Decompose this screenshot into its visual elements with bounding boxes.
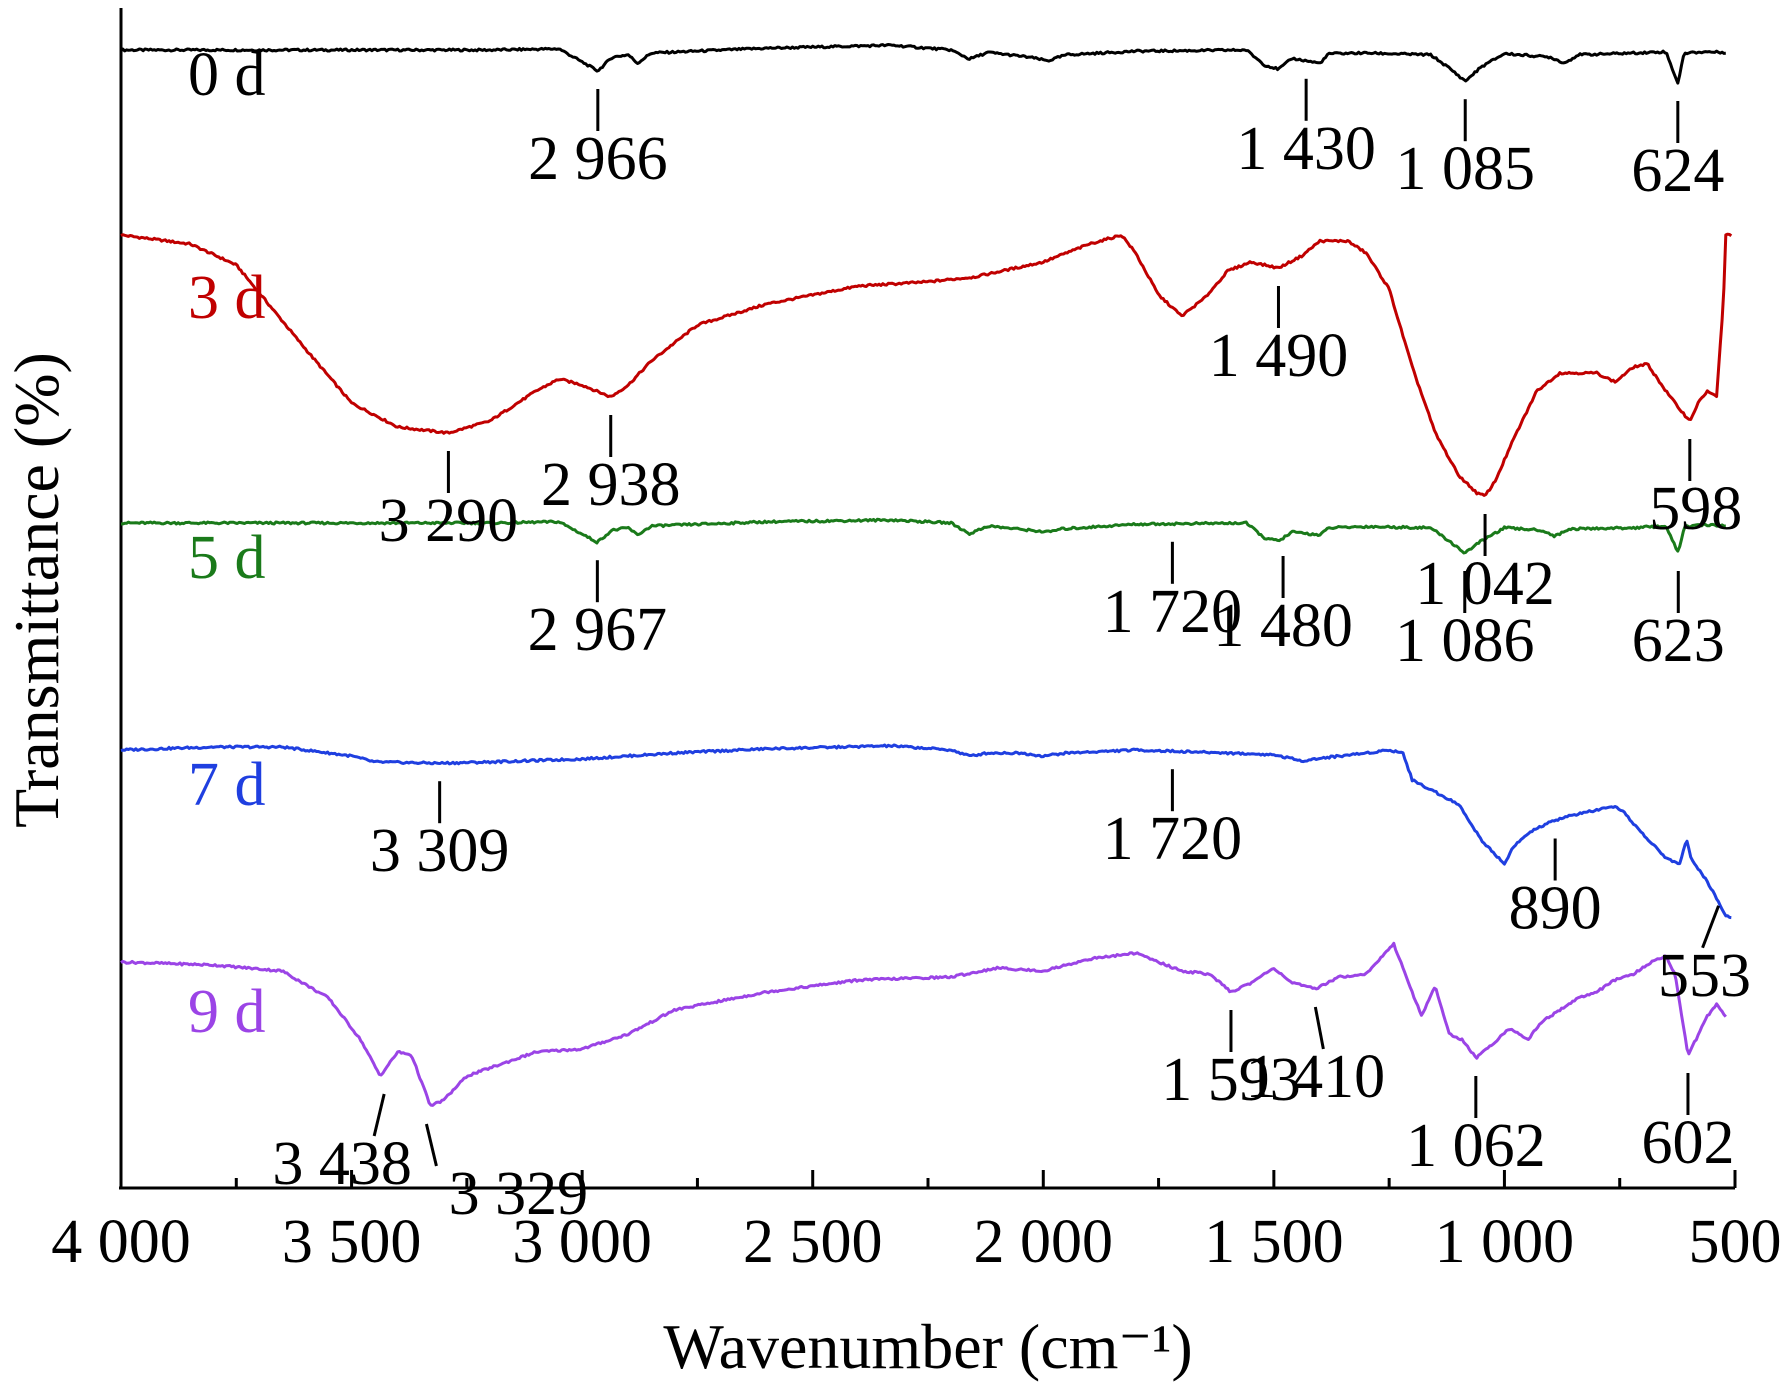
peak-label: 2 938 (541, 451, 681, 519)
peak-label: 598 (1649, 475, 1742, 543)
peak-label: 1 085 (1395, 135, 1535, 203)
x-axis-title: Wavenumber (cm⁻¹) (663, 1311, 1192, 1382)
series-label: 3 d (188, 264, 266, 332)
peak-label: 3 438 (272, 1130, 412, 1198)
peak-marker (1313, 1006, 1325, 1050)
x-tick-label: 1 000 (1435, 1208, 1575, 1276)
peak-label: 1 480 (1213, 592, 1353, 660)
peak-label: 553 (1658, 942, 1751, 1010)
peak-label: 3 309 (370, 817, 510, 885)
series-line-9d (120, 941, 1727, 1107)
series-label: 0 d (188, 41, 266, 109)
peak-marker (424, 1123, 438, 1167)
series-line-0d (119, 43, 1726, 85)
peak-label: 602 (1641, 1109, 1734, 1177)
x-tick-label: 3 000 (512, 1208, 652, 1276)
series-line-7d (120, 743, 1732, 920)
series-line-3d (120, 232, 1733, 497)
peak-marker (1701, 905, 1720, 949)
peak-label: 1 042 (1415, 550, 1555, 618)
series-label: 7 d (188, 751, 266, 819)
x-tick-label: 500 (1689, 1208, 1782, 1276)
x-tick-labels: 4 000 3 500 3 000 2 500 2 000 1 500 1 000 500 (51, 1208, 1781, 1276)
peak-label: 3 329 (449, 1160, 589, 1228)
series-label: 5 d (188, 524, 266, 592)
peak-label: 1 593 (1161, 1046, 1301, 1114)
series-layer: 0 d 3 d 5 d 7 d 9 d (119, 41, 1733, 1107)
peak-label: 1 410 (1246, 1043, 1386, 1111)
peak-marker (372, 1093, 386, 1137)
x-tick-label: 2 000 (974, 1208, 1114, 1276)
peak-label: 3 290 (379, 487, 519, 555)
peak-label: 1 062 (1406, 1112, 1546, 1180)
x-tick-label: 2 500 (743, 1208, 883, 1276)
series-label: 9 d (188, 978, 266, 1046)
y-axis-title: Transmittance (%) (1, 352, 72, 828)
peak-label: 1 720 (1103, 578, 1243, 646)
peak-label: 890 (1509, 875, 1602, 943)
peak-label: 623 (1632, 607, 1725, 675)
x-tick-label: 3 500 (282, 1208, 422, 1276)
peak-label: 1 430 (1236, 115, 1376, 183)
peak-label: 624 (1631, 137, 1724, 205)
peak-label: 1 086 (1395, 607, 1535, 675)
x-ticks (119, 1170, 1737, 1188)
peak-label: 1 720 (1103, 805, 1243, 873)
peak-label: 2 966 (528, 125, 668, 193)
series-line-5d (120, 517, 1726, 555)
x-tick-label: 1 500 (1204, 1208, 1344, 1276)
peak-label: 1 490 (1209, 322, 1349, 390)
peak-annotations: 2 966 1 430 1 085 624 3 290 2 938 1 490 1 042 59… (272, 78, 1751, 1228)
x-tick-label: 4 000 (51, 1208, 191, 1276)
peak-label: 2 967 (528, 596, 668, 664)
